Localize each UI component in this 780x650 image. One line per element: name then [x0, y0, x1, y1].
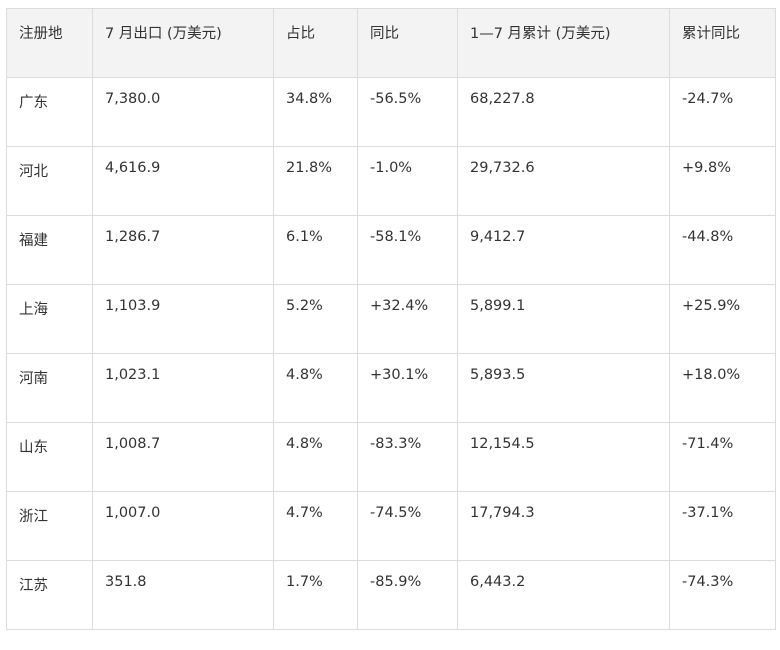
table-cell: 6.1% — [273, 215, 358, 285]
table-cell: -56.5% — [357, 77, 458, 147]
table-cell: 4,616.9 — [92, 146, 274, 216]
table-row: 江苏 351.8 1.7% -85.9% 6,443.2 -74.3% — [6, 560, 776, 630]
table-cell: +9.8% — [669, 146, 776, 216]
table-cell: 17,794.3 — [457, 491, 670, 561]
table-cell: +32.4% — [357, 284, 458, 354]
header-row: 注册地 7 月出口 (万美元) 占比 同比 1—7 月累计 (万美元) 累计同比 — [6, 8, 776, 78]
table-row: 上海 1,103.9 5.2% +32.4% 5,899.1 +25.9% — [6, 284, 776, 354]
table-cell: 浙江 — [6, 491, 93, 561]
table-cell: -74.5% — [357, 491, 458, 561]
table-cell: 1,023.1 — [92, 353, 274, 423]
table-cell: 河北 — [6, 146, 93, 216]
table-cell: 351.8 — [92, 560, 274, 630]
table-cell: 福建 — [6, 215, 93, 285]
table-cell: 5,893.5 — [457, 353, 670, 423]
table-cell: +25.9% — [669, 284, 776, 354]
table-cell: -24.7% — [669, 77, 776, 147]
table-row: 河南 1,023.1 4.8% +30.1% 5,893.5 +18.0% — [6, 353, 776, 423]
table-cell: -37.1% — [669, 491, 776, 561]
table-cell: 1,286.7 — [92, 215, 274, 285]
table-cell: 4.7% — [273, 491, 358, 561]
table-row: 河北 4,616.9 21.8% -1.0% 29,732.6 +9.8% — [6, 146, 776, 216]
header-cell: 累计同比 — [669, 8, 776, 78]
table-cell: 1,007.0 — [92, 491, 274, 561]
table-cell: -74.3% — [669, 560, 776, 630]
header-cell: 7 月出口 (万美元) — [92, 8, 274, 78]
table-cell: 1.7% — [273, 560, 358, 630]
table-cell: 4.8% — [273, 422, 358, 492]
table-cell: 江苏 — [6, 560, 93, 630]
header-cell: 1—7 月累计 (万美元) — [457, 8, 670, 78]
table-row: 广东 7,380.0 34.8% -56.5% 68,227.8 -24.7% — [6, 77, 776, 147]
table-cell: -44.8% — [669, 215, 776, 285]
table-cell: 上海 — [6, 284, 93, 354]
table-cell: -1.0% — [357, 146, 458, 216]
table-row: 山东 1,008.7 4.8% -83.3% 12,154.5 -71.4% — [6, 422, 776, 492]
table-cell: 5,899.1 — [457, 284, 670, 354]
table-cell: 山东 — [6, 422, 93, 492]
table-cell: 68,227.8 — [457, 77, 670, 147]
table-cell: 7,380.0 — [92, 77, 274, 147]
table-cell: 9,412.7 — [457, 215, 670, 285]
header-cell: 同比 — [357, 8, 458, 78]
table-cell: 6,443.2 — [457, 560, 670, 630]
table-cell: +30.1% — [357, 353, 458, 423]
table-cell: -83.3% — [357, 422, 458, 492]
table-cell: 1,103.9 — [92, 284, 274, 354]
table-cell: 21.8% — [273, 146, 358, 216]
header-cell: 注册地 — [6, 8, 93, 78]
table-cell: -71.4% — [669, 422, 776, 492]
table-row: 福建 1,286.7 6.1% -58.1% 9,412.7 -44.8% — [6, 215, 776, 285]
table-cell: 34.8% — [273, 77, 358, 147]
table-cell: 广东 — [6, 77, 93, 147]
table-cell: -85.9% — [357, 560, 458, 630]
table-cell: +18.0% — [669, 353, 776, 423]
table-cell: -58.1% — [357, 215, 458, 285]
table-cell: 1,008.7 — [92, 422, 274, 492]
table-cell: 5.2% — [273, 284, 358, 354]
data-table: 注册地 7 月出口 (万美元) 占比 同比 1—7 月累计 (万美元) 累计同比 广东 7,… — [6, 8, 776, 630]
table-cell: 河南 — [6, 353, 93, 423]
table-cell: 29,732.6 — [457, 146, 670, 216]
header-cell: 占比 — [273, 8, 358, 78]
table-row: 浙江 1,007.0 4.7% -74.5% 17,794.3 -37.1% — [6, 491, 776, 561]
table-cell: 12,154.5 — [457, 422, 670, 492]
table-body: 广东 7,380.0 34.8% -56.5% 68,227.8 -24.7% 河北 4,61… — [6, 77, 776, 630]
table-cell: 4.8% — [273, 353, 358, 423]
